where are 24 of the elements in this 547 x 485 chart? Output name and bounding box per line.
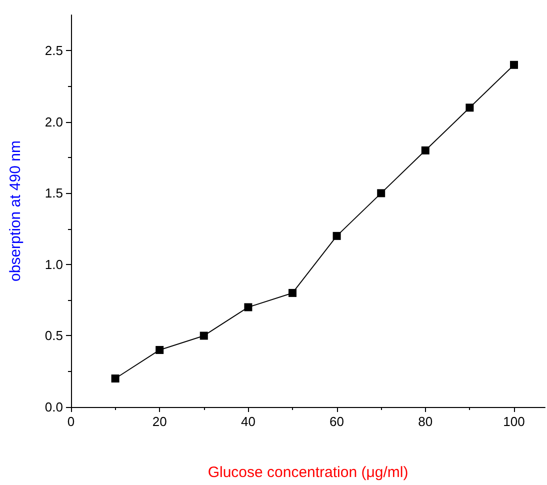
y-tick-label: 0.0: [44, 400, 63, 414]
point: [421, 146, 430, 154]
y-tick-label: 2.5: [44, 43, 63, 58]
x-tick-label: 100: [503, 414, 525, 429]
x-tick-label: 0: [67, 414, 75, 429]
point: [466, 104, 474, 112]
x-tick-label: 20: [152, 414, 167, 429]
y-tick-label: 1.0: [44, 256, 63, 272]
y-tick-label: 1.5: [44, 186, 63, 201]
x-tick-label: 40: [240, 414, 256, 429]
x-tick-label: 80: [418, 414, 433, 429]
point: [288, 288, 296, 297]
point: [200, 332, 208, 340]
point: [377, 189, 386, 198]
point: [156, 346, 164, 354]
y-tick-label: 2.0: [44, 114, 63, 130]
x-axis-title: Glucose concentration (μg/ml): [208, 464, 408, 481]
point: [244, 303, 252, 312]
point: [111, 374, 120, 382]
point: [332, 232, 341, 240]
point: [510, 60, 518, 69]
y-axis-title: obserption at 490 nm: [7, 140, 24, 282]
x-tick-label: 60: [330, 414, 344, 429]
y-tick-label: 0.5: [44, 328, 63, 344]
